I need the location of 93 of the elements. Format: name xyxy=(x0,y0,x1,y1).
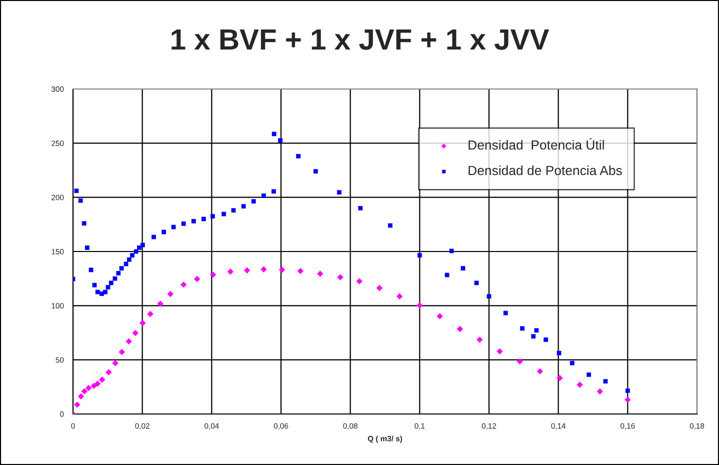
point xyxy=(520,326,524,331)
point xyxy=(503,310,508,316)
point xyxy=(85,246,90,250)
point xyxy=(94,380,101,387)
point xyxy=(140,242,145,248)
point xyxy=(191,218,196,224)
point xyxy=(570,360,574,366)
point xyxy=(90,382,97,389)
point xyxy=(126,257,132,262)
point xyxy=(106,285,110,290)
point xyxy=(576,382,583,388)
point xyxy=(152,234,156,240)
point xyxy=(388,223,392,228)
point xyxy=(536,368,544,374)
point xyxy=(337,190,342,195)
point xyxy=(296,154,301,158)
point xyxy=(596,388,604,394)
point xyxy=(210,272,216,278)
point xyxy=(278,138,283,143)
point xyxy=(624,396,631,403)
point xyxy=(278,266,286,273)
point xyxy=(118,348,125,356)
legend-label: Densidad Potencia Útil xyxy=(468,138,604,150)
point xyxy=(126,338,132,345)
point xyxy=(88,268,94,272)
point xyxy=(260,266,267,272)
point xyxy=(241,204,246,209)
point xyxy=(227,268,234,275)
point xyxy=(337,274,344,280)
point xyxy=(272,132,276,136)
point xyxy=(417,253,422,258)
point xyxy=(157,300,164,307)
point xyxy=(162,230,166,234)
point xyxy=(222,212,226,216)
point xyxy=(531,334,536,339)
point xyxy=(180,282,187,288)
point xyxy=(106,369,112,376)
point xyxy=(449,248,454,254)
point xyxy=(134,249,138,254)
point xyxy=(116,270,121,276)
point xyxy=(167,290,174,298)
point xyxy=(556,374,563,382)
point xyxy=(231,208,236,213)
point xyxy=(625,388,630,393)
point xyxy=(103,290,108,294)
point xyxy=(474,280,479,286)
point xyxy=(396,293,403,300)
point xyxy=(119,266,124,270)
point xyxy=(534,328,539,333)
point xyxy=(81,388,88,394)
point xyxy=(456,326,463,332)
point xyxy=(416,302,423,308)
point xyxy=(460,266,466,270)
point xyxy=(251,199,256,204)
point xyxy=(476,336,483,343)
point xyxy=(496,348,503,354)
chart-title: 1 x BVF + 1 x JVF + 1 x JVV xyxy=(172,29,549,50)
point xyxy=(313,169,318,174)
point xyxy=(132,330,139,336)
point xyxy=(112,276,118,281)
point xyxy=(92,282,97,288)
point xyxy=(74,402,80,408)
point xyxy=(210,214,215,218)
point xyxy=(436,313,443,320)
point xyxy=(99,376,106,383)
point xyxy=(181,221,186,226)
point xyxy=(297,268,304,274)
point xyxy=(137,246,142,250)
point xyxy=(147,310,154,318)
point xyxy=(317,270,324,277)
point xyxy=(544,337,548,342)
point xyxy=(78,393,84,400)
point xyxy=(376,284,383,292)
point xyxy=(82,221,86,226)
point xyxy=(140,320,146,326)
point xyxy=(516,358,523,364)
point xyxy=(112,360,118,366)
point xyxy=(272,189,276,194)
point xyxy=(74,188,79,194)
point xyxy=(358,206,363,210)
point xyxy=(261,194,266,198)
point xyxy=(78,198,83,203)
point xyxy=(486,294,492,299)
point xyxy=(194,276,200,282)
point xyxy=(201,216,206,222)
point xyxy=(356,278,362,284)
point xyxy=(244,267,250,274)
point xyxy=(85,384,92,392)
point xyxy=(130,253,134,258)
point xyxy=(603,379,608,384)
point xyxy=(586,372,592,377)
legend-label: Densidad de Potencia Abs xyxy=(468,165,622,176)
point xyxy=(108,280,114,286)
